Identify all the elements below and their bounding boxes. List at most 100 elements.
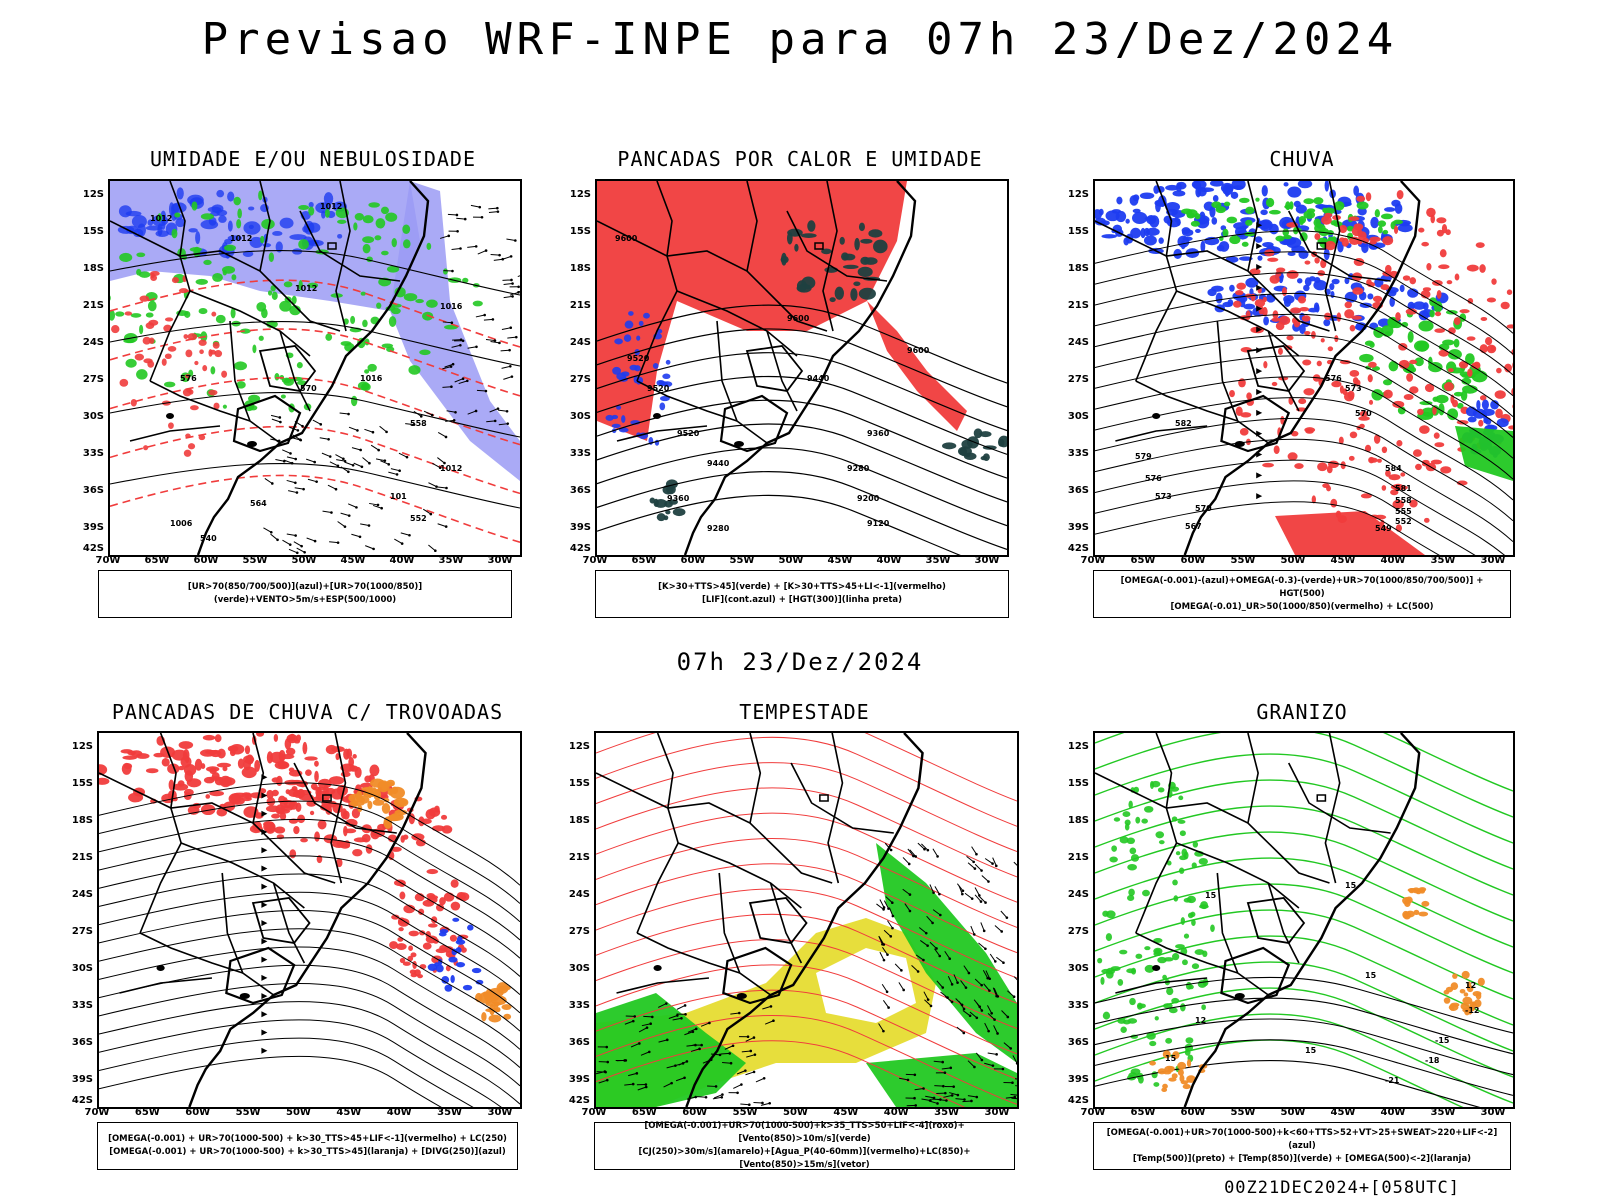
panel-title-umidade: UMIDADE E/OU NEBULOSIDADE [149, 147, 477, 171]
lon-tick-label: 50W [778, 555, 804, 566]
coastline-and-borders [597, 181, 917, 555]
legend-trovoadas: [OMEGA(-0.001) + UR>70(1000-500) + k>30_… [97, 1122, 518, 1170]
lon-tick-label: 65W [134, 1107, 160, 1118]
coastline-and-borders [1095, 181, 1421, 555]
lat-tick-label: 15S [1067, 226, 1089, 237]
map-panel-pancadas-calor: 9600 9600 9600 9520 9520 9520 9440 9440 9360 9360… [595, 179, 1009, 557]
legend-line: [CJ(250)>30m/s](amarelo)+[Agua_P(40-60mm… [638, 1147, 971, 1170]
contour-label: 1006 [170, 519, 193, 528]
lat-tick-label: 39S [1067, 522, 1089, 533]
omega-orange-sw [1149, 1050, 1208, 1093]
lat-tick-label: 18S [82, 263, 104, 274]
lat-tick-label: 24S [82, 337, 104, 348]
lat-tick-label: 21S [82, 300, 104, 311]
contour-label: 558 [1395, 496, 1412, 505]
temp850-green-lines [1095, 733, 1513, 1107]
coastline-and-borders [99, 733, 427, 1107]
contour-label: 9520 [647, 384, 670, 393]
contour-label: 101 [390, 492, 407, 501]
lat-tick-label: 24S [1067, 337, 1089, 348]
legend-line: [LIF](cont.azul) + [HGT(300)](linha pret… [701, 595, 903, 605]
contour-label: 9520 [677, 429, 700, 438]
contour-label: 1012 [295, 284, 317, 293]
legend-granizo: [OMEGA(-0.001)+UR>70(1000-500)+k<60+TTS>… [1093, 1122, 1511, 1170]
contour-label: 9600 [907, 346, 930, 355]
contour-label: 582 [1175, 419, 1192, 428]
lon-tick-label: 35W [925, 555, 951, 566]
lat-tick-label: 30S [1067, 963, 1089, 974]
panel-title-tempestade: TEMPESTADE [739, 700, 870, 724]
contour-label: 9600 [787, 314, 810, 323]
lon-tick-label: 60W [1180, 1107, 1206, 1118]
panel-title-trovoadas: PANCADAS DE CHUVA C/ TROVOADAS [111, 700, 504, 724]
lon-tick-label: 55W [1230, 1107, 1256, 1118]
lat-tick-label: 27S [569, 374, 591, 385]
legend-line: [OMEGA(-0.001)+UR>70(1000-500)+k<60+TTS>… [1106, 1127, 1498, 1151]
lat-tick-label: 15S [569, 226, 591, 237]
lon-tick-label: 65W [631, 1107, 657, 1118]
contour-label: -18 [1425, 1056, 1440, 1065]
lat-tick-label: 42S [569, 543, 591, 554]
lat-tick-label: 15S [71, 778, 93, 789]
wind-vectors-east [439, 204, 520, 426]
omega-orange-ne [1402, 887, 1430, 920]
lat-tick-label: 18S [568, 815, 590, 826]
coastline-and-borders [1095, 733, 1421, 1107]
contour-label: 1012 [440, 464, 462, 473]
contour-label: 12 [1195, 1016, 1206, 1025]
coastline-and-borders [110, 181, 430, 555]
lat-tick-label: 39S [569, 522, 591, 533]
contour-label: 584 [1385, 464, 1402, 473]
panel-title-granizo: GRANIZO [1256, 700, 1348, 724]
lon-tick-label: 30W [487, 1107, 513, 1118]
wind-vectors-coast [876, 842, 1017, 1069]
contour-label: 570 [1355, 409, 1372, 418]
precipitable-water-red-lines [596, 733, 1017, 1107]
lon-tick-label: 55W [235, 1107, 261, 1118]
lon-tick-label: 50W [1280, 555, 1306, 566]
lon-tick-label: 50W [783, 1107, 808, 1118]
lat-tick-label: 27S [71, 926, 93, 937]
lon-tick-label: 60W [1180, 555, 1206, 566]
storm-red-north [99, 733, 380, 818]
lat-tick-label: 27S [1067, 374, 1089, 385]
contour-label: 558 [410, 419, 427, 428]
map-panel-umidade: 1012 1012 1012 1012 1016 1016 1012 101 1006 564 55… [108, 179, 522, 557]
contour-labels: 5765735705795765735825845815585555525495… [1135, 374, 1412, 533]
lon-tick-label: 40W [876, 555, 902, 566]
contour-label: 576 [180, 374, 197, 383]
lat-tick-label: 36S [71, 1037, 93, 1048]
lat-tick-label: 39S [1067, 1074, 1089, 1085]
lon-tick-label: 50W [1280, 1107, 1306, 1118]
lat-tick-label: 18S [71, 815, 93, 826]
lat-tick-label: 36S [568, 1037, 590, 1048]
contour-label: 570 [1195, 504, 1212, 513]
lon-tick-label: 40W [386, 1107, 412, 1118]
lat-tick-label: 39S [71, 1074, 93, 1085]
lat-tick-label: 24S [568, 889, 590, 900]
lon-tick-label: 65W [1130, 555, 1156, 566]
lon-tick-label: 65W [631, 555, 657, 566]
contour-label: 15 [1205, 891, 1217, 900]
contour-label: 581 [1395, 484, 1412, 493]
wind-vectors [263, 410, 448, 555]
lat-tick-label: 30S [568, 963, 590, 974]
lon-tick-label: 45W [1330, 1107, 1356, 1118]
lat-tick-label: 12S [71, 741, 93, 752]
lon-tick-label: 60W [680, 555, 706, 566]
contour-label: 1012 [150, 214, 172, 223]
contour-label: 576 [1145, 474, 1162, 483]
lon-tick-label: 30W [487, 555, 513, 566]
lon-tick-label: 50W [286, 1107, 311, 1118]
lon-tick-label: 35W [1430, 555, 1456, 566]
instability-darkteal-south [942, 428, 1007, 461]
contour-label: 9280 [847, 464, 870, 473]
lat-tick-label: 30S [569, 411, 591, 422]
lat-tick-label: 33S [569, 448, 591, 459]
lat-tick-label: 33S [71, 1000, 93, 1011]
lat-tick-label: 24S [569, 337, 591, 348]
lon-tick-label: 35W [934, 1107, 960, 1118]
legend-pancadas-calor: [K>30+TTS>45](verde) + [K>30+TTS>45+LI<-… [595, 570, 1009, 618]
contour-label: 576 [1325, 374, 1342, 383]
map-panel-tempestade [594, 731, 1019, 1109]
